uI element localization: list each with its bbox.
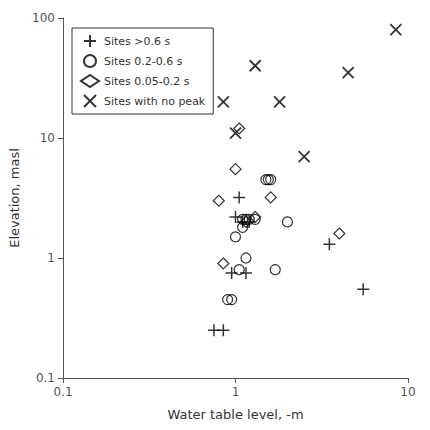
svg-text:Sites >0.6 s: Sites >0.6 s	[104, 35, 171, 48]
svg-text:10: 10	[400, 385, 415, 399]
svg-text:0.1: 0.1	[36, 371, 55, 385]
svg-text:Sites 0.05-0.2 s: Sites 0.05-0.2 s	[104, 75, 190, 88]
svg-text:Water table level, -m: Water table level, -m	[167, 407, 303, 422]
svg-text:100: 100	[32, 11, 55, 25]
svg-text:Sites 0.2-0.6 s: Sites 0.2-0.6 s	[104, 55, 183, 68]
svg-text:0.1: 0.1	[53, 385, 72, 399]
svg-text:Sites with no peak: Sites with no peak	[104, 95, 206, 108]
svg-text:10: 10	[40, 131, 55, 145]
svg-text:1: 1	[232, 385, 240, 399]
svg-text:1: 1	[47, 251, 55, 265]
svg-text:Elevation, masl: Elevation, masl	[7, 148, 22, 248]
